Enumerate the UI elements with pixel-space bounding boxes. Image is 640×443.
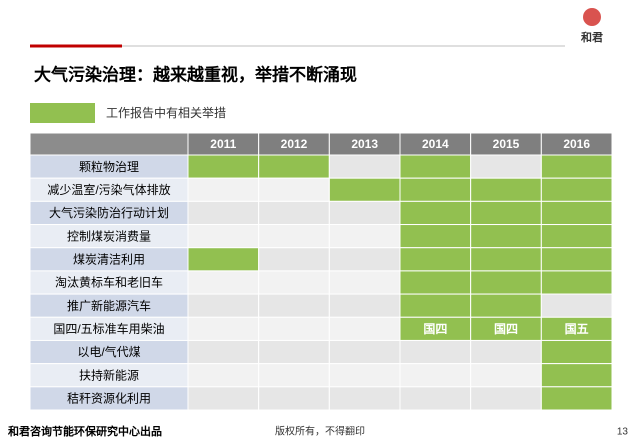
column-header: 2011	[210, 137, 236, 151]
table-cell	[399, 177, 472, 202]
cell-label: 国四	[423, 322, 447, 336]
column-header: 2015	[493, 137, 520, 151]
table-cell	[399, 386, 472, 411]
table-cell	[258, 270, 330, 295]
table-cell	[187, 247, 260, 272]
table-cell	[187, 177, 260, 202]
row-label: 大气污染防治行动计划	[49, 205, 169, 220]
table-cell	[258, 363, 330, 388]
table-cell	[328, 339, 401, 365]
cell-label: 国四	[494, 322, 518, 336]
table-cell	[258, 293, 330, 318]
table-cell	[399, 247, 472, 272]
table-cell	[258, 247, 330, 272]
table-cell	[470, 293, 542, 318]
table-cell	[187, 316, 260, 341]
table-cell	[258, 316, 330, 341]
table-cell	[399, 339, 472, 365]
table-cell	[470, 224, 542, 249]
cell-label: 国五	[565, 322, 589, 336]
table-cell	[470, 200, 542, 226]
logo-text: 和君	[581, 30, 603, 44]
table-cell	[540, 386, 613, 411]
table-cell	[470, 386, 542, 411]
column-header: 2013	[351, 137, 378, 151]
row-label: 国四/五标准车用柴油	[53, 321, 164, 336]
table-cell	[187, 270, 260, 295]
table-cell	[328, 363, 401, 388]
table-cell	[187, 363, 260, 388]
column-header: 2012	[281, 137, 308, 151]
table-cell	[399, 154, 472, 179]
table: 2011 2012 2013 2014 2015 2016 颗粒物治理减少温室/污染气体排放…	[29, 132, 613, 411]
table-cell	[470, 363, 542, 388]
table-cell	[187, 339, 260, 365]
table-cell	[258, 386, 330, 411]
table-cell	[540, 224, 613, 249]
row-label: 淘汰黄标车和老旧车	[55, 275, 163, 290]
table-cell	[328, 293, 401, 318]
table-cell	[187, 386, 260, 411]
table-cell	[187, 293, 260, 318]
table-cell	[328, 224, 401, 249]
table-cell	[540, 200, 613, 226]
row-label: 煤炭清洁利用	[73, 252, 145, 266]
table-cell	[187, 154, 260, 179]
table-cell	[540, 293, 613, 318]
table-cell	[399, 270, 472, 295]
table-cell	[540, 177, 613, 202]
table-cell	[258, 224, 330, 249]
slide-title: 大气污染治理：越来越重视，举措不断涌现	[34, 64, 357, 84]
table-cell	[470, 247, 542, 272]
table-cell	[540, 154, 613, 179]
table-cell	[328, 154, 401, 179]
table-cell	[328, 200, 401, 226]
row-label: 扶持新能源	[79, 367, 139, 382]
table-cell	[187, 200, 260, 226]
table-cell	[328, 177, 401, 202]
page-number: 13	[617, 427, 629, 438]
table-cell	[328, 270, 401, 295]
table-cell	[328, 386, 401, 411]
footer-source: 和君咨询节能环保研究中心出品	[8, 424, 162, 438]
header-label-cell	[29, 132, 189, 156]
legend-label: 工作报告中有相关举措	[106, 105, 226, 120]
table-cell	[399, 293, 472, 318]
table-cell	[540, 339, 613, 365]
table-cell	[540, 247, 613, 272]
table-cell	[258, 177, 330, 202]
row-label: 推广新能源汽车	[67, 298, 151, 313]
table-cell	[470, 177, 542, 202]
table-cell	[399, 363, 472, 388]
table-cell	[258, 200, 330, 226]
row-label: 以电/气代煤	[77, 344, 140, 359]
table-cell	[187, 224, 260, 249]
table-cell	[470, 339, 542, 365]
table-cell	[258, 339, 330, 365]
column-header: 2014	[422, 137, 449, 151]
row-label: 减少温室/污染气体排放	[47, 182, 170, 197]
table-cell	[258, 154, 330, 179]
table-cell	[328, 247, 401, 272]
row-label: 颗粒物治理	[79, 159, 139, 174]
table-cell	[399, 200, 472, 226]
table-cell	[540, 363, 613, 388]
table-cell	[470, 154, 542, 179]
table-cell	[328, 316, 401, 341]
row-label: 控制煤炭消费量	[67, 229, 151, 243]
footer-copyright: 版权所有，不得翻印	[275, 425, 365, 438]
column-header: 2016	[563, 137, 590, 151]
table-cell	[399, 224, 472, 249]
legend-swatch	[30, 103, 95, 123]
logo-icon	[583, 8, 601, 26]
table-cell	[540, 270, 613, 295]
row-label: 秸秆资源化利用	[67, 392, 151, 406]
table-cell	[470, 270, 542, 295]
